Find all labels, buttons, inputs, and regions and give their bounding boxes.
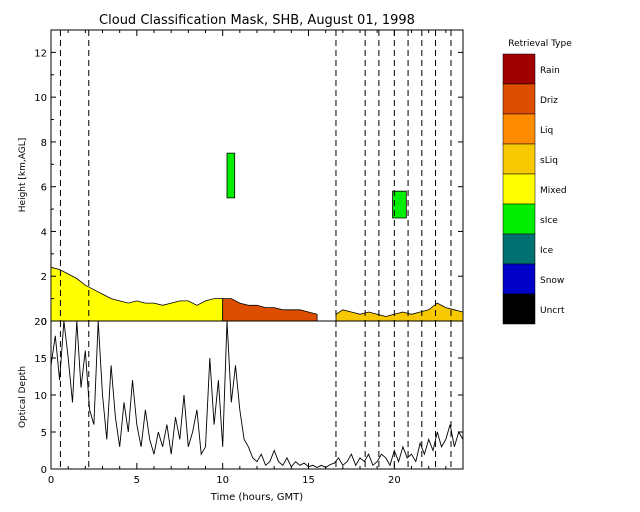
height-ticks: 0 2 4 6 8 10 12 bbox=[34, 29, 463, 328]
time-tick-label: 20 bbox=[388, 475, 401, 486]
cloud-mask-frame bbox=[50, 29, 464, 322]
optical-depth-axis-label: Optical Depth bbox=[18, 366, 28, 428]
time-tick-label: 5 bbox=[134, 475, 140, 486]
height-axis-label: Height [km,AGL] bbox=[18, 138, 28, 212]
height-tick-label: 4 bbox=[41, 227, 47, 238]
height-tick-label: 10 bbox=[34, 93, 47, 104]
legend-swatch-snow bbox=[502, 263, 536, 295]
legend-swatch-ice bbox=[502, 233, 536, 265]
legend-swatch-rain bbox=[502, 53, 536, 85]
cloud-class-areas bbox=[50, 152, 464, 322]
legend-label-sliq: sLiq bbox=[540, 156, 558, 166]
cloud-mask-panel: 0 2 4 6 8 10 12 Height [km,AGL] bbox=[18, 29, 464, 328]
bottom-time-markers bbox=[59, 321, 452, 469]
height-tick-label: 0 bbox=[41, 317, 47, 328]
cloud-area-sice-3 bbox=[226, 152, 236, 199]
legend-entries: Rain Driz Liq sLiq Mixed sIce Ice Snow Uncrt bbox=[502, 53, 567, 325]
optical-depth-ticks: 0 5 10 15 20 bbox=[34, 317, 463, 476]
legend-swatch-driz bbox=[502, 83, 536, 115]
legend-swatch-uncrt bbox=[502, 293, 536, 325]
legend-label-liq: Liq bbox=[540, 126, 553, 136]
cloud-area-mixed-0 bbox=[50, 266, 224, 322]
time-tick-label: 0 bbox=[48, 475, 54, 486]
legend-swatch-liq bbox=[502, 113, 536, 145]
retrieval-type-legend: Retrieval Type Rain Driz Liq sLiq Mixed sIce I… bbox=[502, 39, 572, 325]
cloud-area-sice-4 bbox=[392, 190, 407, 219]
legend-label-uncrt: Uncrt bbox=[540, 306, 565, 316]
time-tick-label: 10 bbox=[216, 475, 229, 486]
legend-label-mixed: Mixed bbox=[540, 186, 567, 196]
time-axis-label: Time (hours, GMT) bbox=[210, 492, 304, 503]
optical-depth-tick-label: 15 bbox=[34, 354, 47, 365]
optical-depth-tick-label: 0 bbox=[41, 465, 47, 476]
optical-depth-tick-label: 10 bbox=[34, 391, 47, 402]
height-tick-label: 12 bbox=[34, 48, 47, 59]
legend-label-ice: Ice bbox=[540, 246, 554, 256]
optical-depth-tick-label: 20 bbox=[34, 317, 47, 328]
chart-title: Cloud Classification Mask, SHB, August 0… bbox=[99, 13, 415, 28]
top-time-markers bbox=[59, 30, 452, 321]
cloud-area-driz-1 bbox=[222, 298, 318, 322]
height-tick-label: 8 bbox=[41, 138, 47, 149]
legend-label-rain: Rain bbox=[540, 66, 560, 76]
time-tick-label: 15 bbox=[302, 475, 315, 486]
legend-label-sice: sIce bbox=[540, 216, 558, 226]
legend-title: Retrieval Type bbox=[508, 39, 572, 49]
legend-swatch-sice bbox=[502, 203, 536, 235]
optical-depth-line bbox=[50, 320, 464, 469]
optical-depth-frame bbox=[50, 320, 464, 470]
height-tick-label: 6 bbox=[41, 183, 47, 194]
legend-label-snow: Snow bbox=[540, 276, 564, 286]
optical-depth-tick-label: 5 bbox=[41, 428, 47, 439]
legend-label-driz: Driz bbox=[540, 96, 558, 106]
legend-swatch-mixed bbox=[502, 173, 536, 205]
legend-swatch-sliq bbox=[502, 143, 536, 175]
cloud-area-sliq-2 bbox=[335, 302, 464, 322]
height-tick-label: 2 bbox=[41, 272, 47, 283]
optical-depth-series bbox=[50, 320, 464, 469]
time-ticks: 0 5 10 15 20 bbox=[48, 30, 464, 486]
